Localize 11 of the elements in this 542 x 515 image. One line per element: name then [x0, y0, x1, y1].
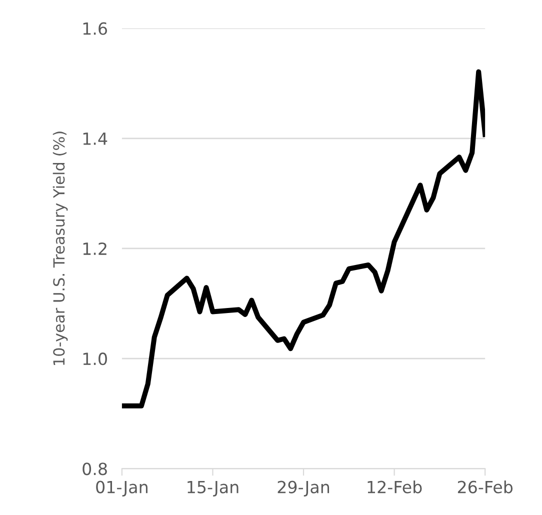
y-tick-label: 0.8 — [82, 462, 107, 476]
x-tick-label: 26-Feb — [458, 480, 513, 494]
x-tick-label: 29-Jan — [278, 480, 330, 496]
y-axis-title: 10-year U.S. Treasury Yield (%) — [52, 132, 68, 365]
y-tick-label: 1.6 — [83, 22, 108, 35]
y-tick-label: 1.0 — [83, 352, 107, 366]
x-tick-label: 01-Jan — [96, 480, 148, 496]
y-tick-label: 1.4 — [83, 132, 108, 145]
x-tick-label: 12-Feb — [368, 480, 422, 494]
y-tick-label: 1.2 — [83, 242, 106, 255]
x-tick-label: 15-Jan — [188, 480, 238, 496]
